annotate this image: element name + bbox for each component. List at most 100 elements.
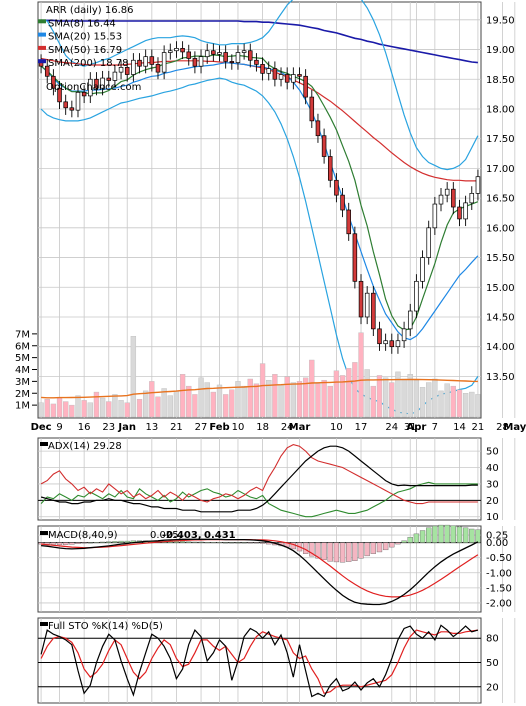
date-axis-label: 27: [195, 422, 208, 433]
legend-label: SMA(50) 16.79: [48, 45, 122, 56]
macd-histogram-bar: [93, 542, 100, 544]
date-axis-label: 10: [232, 422, 245, 433]
adx-axis-tick-label: 20: [486, 496, 499, 507]
volume-bar: [364, 369, 370, 418]
date-axis-label: 31: [404, 422, 417, 433]
candle-body: [346, 209, 351, 235]
price-panel-frame: [37, 1, 482, 419]
price-axis-tick-label: 18.00: [486, 104, 515, 115]
legend-label: SMA(200) 18.78: [48, 58, 129, 69]
macd-histogram-bar: [173, 541, 180, 543]
macd-histogram-bar: [456, 526, 463, 543]
date-axis-label: 18: [256, 422, 269, 433]
legend-label: SMA(8) 16.44: [48, 18, 116, 29]
volume-bar: [302, 377, 309, 418]
macd-axis-tick-label: -0.50: [486, 553, 512, 564]
macd-axis-tick-label: -1.50: [486, 583, 512, 594]
macd-histogram-bar: [63, 542, 69, 545]
macd-histogram-bar: [419, 530, 426, 543]
volume-bar: [352, 362, 358, 418]
macd-histogram-bar: [382, 542, 389, 551]
legend-swatch: [40, 622, 48, 626]
candle-body: [186, 51, 192, 59]
volume-bar: [167, 395, 173, 418]
candle-body: [297, 74, 302, 77]
volume-bar: [216, 384, 223, 418]
macd-panel: 0.250.00 -0.50 -1.00 -1.50 -2.00 MACD(8,40,9)…: [37, 524, 516, 613]
volume-bar: [469, 391, 475, 418]
adx-panel: 50 40 30 20 10 ADX(14) 29.28: [37, 437, 516, 523]
macd-histogram-bar: [259, 542, 266, 544]
candle-body: [303, 75, 308, 98]
macd-histogram-bar: [370, 542, 376, 554]
macd-histogram-bar: [352, 542, 358, 561]
candle-body: [180, 48, 185, 53]
candle-body: [254, 59, 259, 65]
volume-bar: [456, 389, 463, 418]
volume-bar: [376, 375, 383, 418]
candle-body: [88, 78, 93, 97]
candle-body: [469, 193, 475, 204]
macd-axis-tick-label: -2.00: [486, 598, 512, 609]
price-axis-tick-label: 19.00: [486, 45, 515, 56]
volume-bar: [241, 385, 247, 418]
candle-body: [272, 68, 278, 80]
macd-histogram-bar: [69, 542, 75, 545]
macd-histogram-bar: [124, 540, 130, 543]
macd-histogram-bar: [186, 541, 192, 543]
volume-tick-label: 3M: [15, 377, 30, 388]
date-axis-label: 17: [355, 422, 368, 433]
macd-histogram-bar: [87, 542, 93, 544]
volume-bar: [93, 391, 100, 418]
candle-body: [315, 120, 321, 137]
adx-axis-tick-label: 50: [486, 447, 499, 458]
volume-bar: [222, 394, 229, 418]
adx-legend: ADX(14) 29.28: [48, 441, 122, 452]
watermark-text: OptionChance.com: [46, 82, 141, 93]
macd-histogram-bar: [253, 542, 260, 544]
volume-tick-label: 6M: [15, 341, 30, 352]
macd-histogram-bar: [112, 541, 118, 543]
volume-bar: [235, 381, 241, 418]
price-axis-tick-label: 14.00: [486, 342, 515, 353]
candle-body: [284, 74, 290, 83]
volume-bar: [149, 381, 155, 418]
price-axis-tick-label: 16.50: [486, 194, 515, 205]
volume-bar: [87, 402, 93, 418]
macd-histogram-bar: [118, 540, 124, 543]
volume-tick-label: 4M: [15, 365, 30, 376]
volume-bar: [266, 379, 272, 418]
candle-body: [94, 78, 99, 89]
volume-bar: [247, 378, 253, 418]
stochastic-legend: Full STO %K(14) %D(5): [48, 621, 163, 632]
volume-bar: [173, 390, 180, 418]
macd-legend: MACD(8,40,9): [48, 530, 118, 541]
candle-body: [395, 340, 401, 348]
macd-legend-value: -0.403,: [162, 530, 202, 541]
volume-bar: [106, 401, 112, 418]
volume-bar: [339, 375, 346, 418]
macd-histogram-bar: [401, 540, 407, 543]
candle-body: [426, 227, 431, 258]
candle-body: [248, 50, 253, 61]
candle-body: [75, 91, 81, 111]
macd-histogram-bar: [38, 542, 44, 545]
macd-histogram-bar: [81, 542, 87, 544]
candle-body: [321, 135, 327, 157]
stochastic-axis-tick-label: 50: [486, 658, 499, 669]
legend-label: ARR (daily) 16.86: [46, 5, 133, 16]
macd-histogram-bar: [235, 542, 241, 544]
volume-bar: [284, 376, 290, 418]
volume-bar: [143, 390, 149, 418]
macd-histogram-bar: [50, 542, 57, 545]
macd-histogram-bar: [475, 529, 481, 543]
volume-bar: [333, 370, 340, 418]
legend-swatch: [40, 442, 48, 446]
date-axis-label: 28: [496, 422, 509, 433]
candle-body: [198, 56, 204, 67]
volume-bar: [112, 394, 118, 418]
volume-tick-label: 7M: [15, 329, 30, 340]
candle-body: [377, 328, 382, 345]
macd-histogram-bar: [469, 528, 475, 543]
volume-bar: [278, 384, 284, 418]
